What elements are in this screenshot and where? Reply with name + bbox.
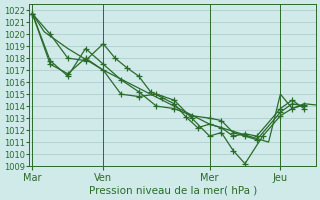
X-axis label: Pression niveau de la mer( hPa ): Pression niveau de la mer( hPa ): [89, 186, 257, 196]
